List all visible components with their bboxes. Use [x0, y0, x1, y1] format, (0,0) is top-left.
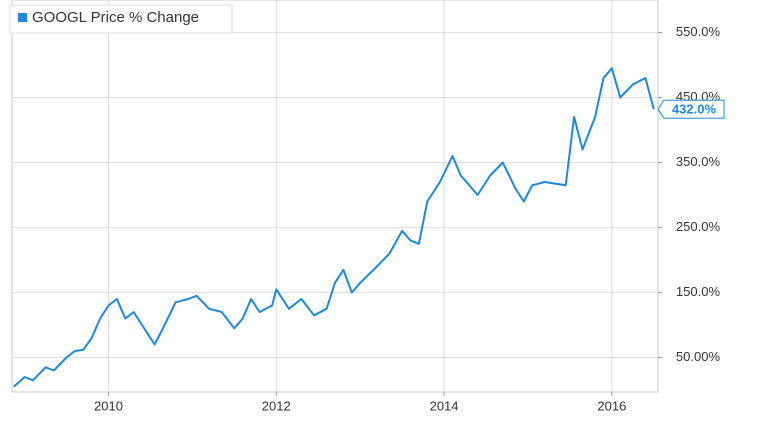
- y-tick-label: 150.0%: [676, 284, 721, 299]
- x-tick-label: 2010: [94, 398, 123, 413]
- y-tick-label: 50.00%: [676, 349, 721, 364]
- x-tick-label: 2012: [262, 398, 291, 413]
- end-label: 432.0%: [672, 102, 717, 117]
- marks: [13, 67, 655, 388]
- legend-swatch: [18, 13, 27, 22]
- price-line: [13, 67, 655, 388]
- legend-label: GOOGL Price % Change: [32, 9, 199, 26]
- y-tick-label: 350.0%: [676, 154, 721, 169]
- plot-area: [11, 0, 659, 393]
- grid: [12, 0, 658, 392]
- x-tick-label: 2016: [597, 398, 626, 413]
- y-tick-label: 550.0%: [676, 24, 721, 39]
- x-tick-label: 2014: [430, 398, 459, 413]
- y-tick-label: 250.0%: [676, 219, 721, 234]
- end-label-box: [657, 99, 725, 119]
- legend-box: [9, 4, 233, 34]
